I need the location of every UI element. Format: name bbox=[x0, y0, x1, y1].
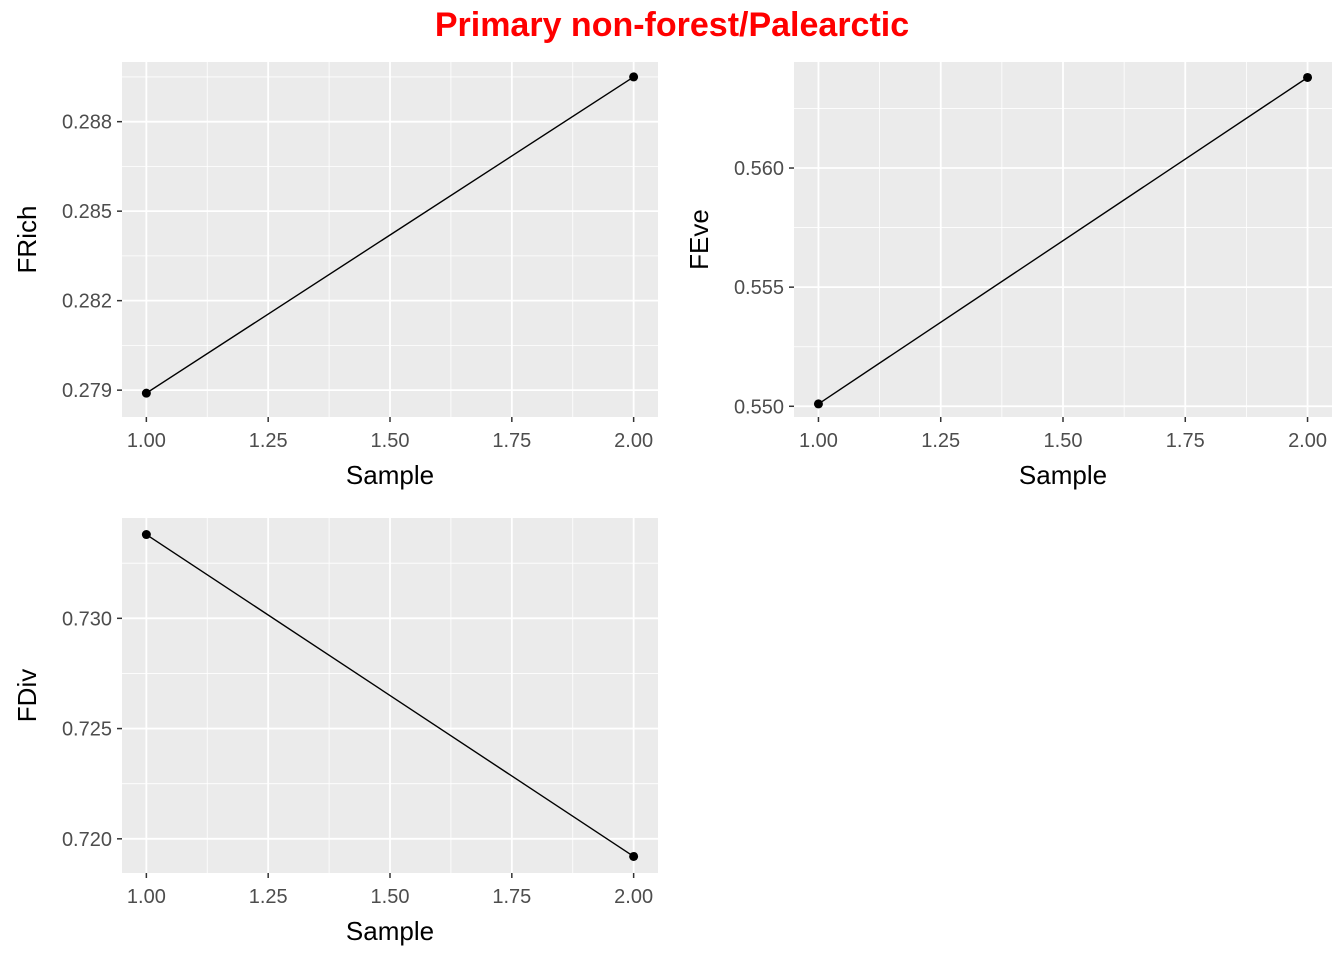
frich-x-tick-label: 1.75 bbox=[492, 430, 531, 452]
frich-panel: 1.00 1.25 1.50 1.75 2.00 0.279 0.282 0.285 0.288… bbox=[12, 62, 658, 490]
fdiv-x-tick-label: 2.00 bbox=[614, 886, 653, 908]
fdiv-data-point bbox=[141, 530, 151, 540]
frich-x-axis-title: Sample bbox=[346, 460, 434, 490]
frich-series-line bbox=[145, 76, 635, 394]
fdiv-y-axis-title: FDiv bbox=[12, 669, 42, 722]
fdiv-panel: 1.00 1.25 1.50 1.75 2.00 0.720 0.725 0.730 Sampl… bbox=[12, 518, 658, 946]
feve-x-tick-label: 1.50 bbox=[1044, 430, 1083, 452]
feve-x-tick-label: 1.75 bbox=[1166, 430, 1205, 452]
fdiv-y-tick-label: 0.725 bbox=[62, 719, 112, 741]
frich-x-tick-label: 1.25 bbox=[249, 430, 288, 452]
frich-x-tick-label: 2.00 bbox=[614, 430, 653, 452]
frich-data-point bbox=[141, 388, 151, 398]
feve-panel: 1.00 1.25 1.50 1.75 2.00 0.550 0.555 0.560 Sampl… bbox=[684, 62, 1332, 490]
fdiv-data-point bbox=[629, 851, 639, 861]
frich-y-tick-label: 0.288 bbox=[62, 112, 112, 134]
feve-y-axis-title: FEve bbox=[684, 209, 714, 270]
fdiv-x-axis-title: Sample bbox=[346, 916, 434, 946]
feve-y-tick-label: 0.560 bbox=[734, 158, 784, 180]
feve-data-point bbox=[1303, 72, 1313, 82]
frich-y-tick-label: 0.285 bbox=[62, 201, 112, 223]
feve-series-line bbox=[818, 76, 1308, 405]
feve-x-tick-label: 1.00 bbox=[799, 430, 838, 452]
frich-x-tick-label: 1.00 bbox=[127, 430, 166, 452]
fdiv-y-tick-label: 0.720 bbox=[62, 829, 112, 851]
fdiv-x-tick-label: 1.75 bbox=[492, 886, 531, 908]
feve-data-point bbox=[813, 399, 823, 409]
fdiv-y-tick-label: 0.730 bbox=[62, 608, 112, 630]
fdiv-series-line bbox=[145, 533, 635, 858]
feve-y-tick-label: 0.555 bbox=[734, 277, 784, 299]
frich-y-tick-label: 0.279 bbox=[62, 380, 112, 402]
chart-title: Primary non-forest/Palearctic bbox=[434, 6, 910, 44]
feve-x-axis-title: Sample bbox=[1019, 460, 1107, 490]
feve-y-tick-label: 0.550 bbox=[734, 396, 784, 418]
fdiv-x-tick-label: 1.25 bbox=[249, 886, 288, 908]
frich-y-tick-label: 0.282 bbox=[62, 291, 112, 313]
frich-data-point bbox=[629, 72, 639, 82]
fdiv-x-tick-label: 1.00 bbox=[127, 886, 166, 908]
feve-x-tick-label: 1.25 bbox=[921, 430, 960, 452]
feve-x-tick-label: 2.00 bbox=[1288, 430, 1327, 452]
frich-x-tick-label: 1.50 bbox=[371, 430, 410, 452]
frich-y-axis-title: FRich bbox=[12, 206, 42, 274]
fdiv-x-tick-label: 1.50 bbox=[371, 886, 410, 908]
